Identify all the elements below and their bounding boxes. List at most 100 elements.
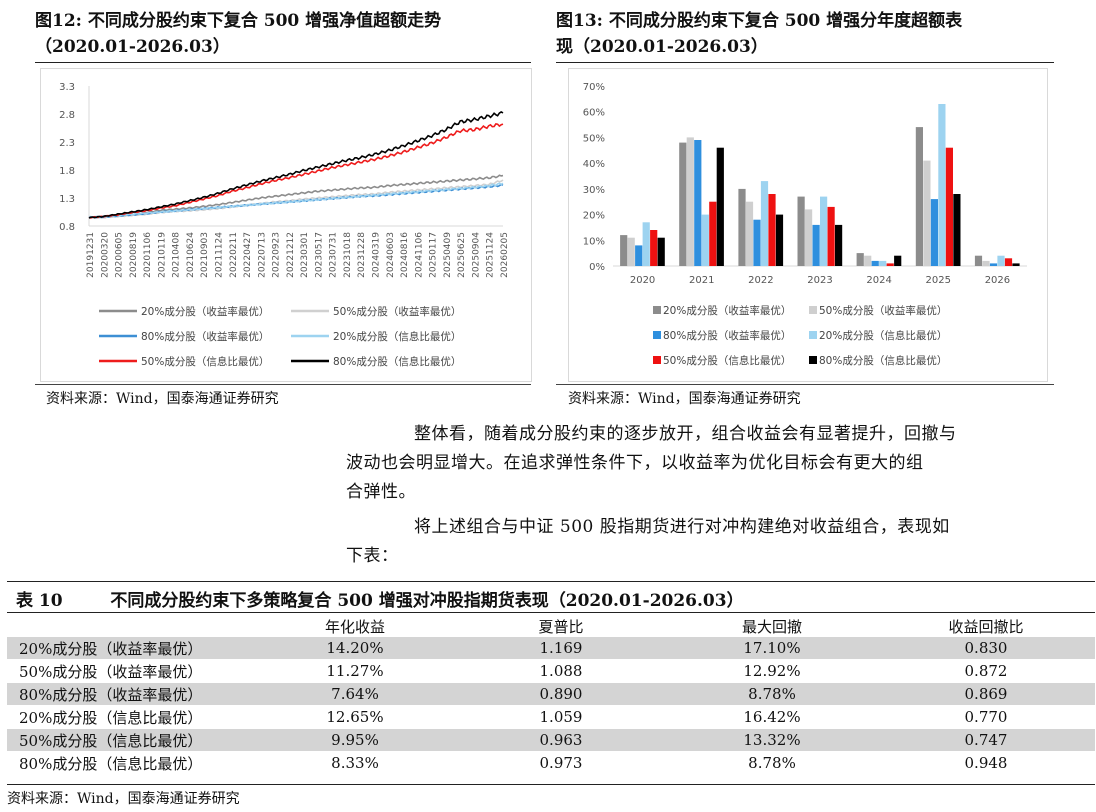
bar	[835, 224, 843, 266]
bar	[775, 214, 784, 266]
table-row: 20%成分股（收益率最优） 14.20% 1.169 17.10% 0.830	[7, 637, 1095, 660]
x-tick-label: 2021	[689, 275, 714, 286]
bar	[805, 209, 813, 266]
fig12-title-line1: 图12: 不同成分股约束下复合 500 增强净值超额走势	[35, 11, 442, 31]
bar	[812, 224, 820, 266]
table-cell: 17.10%	[667, 637, 877, 660]
legend-entry: 50%成分股（信息比最优）	[653, 354, 791, 367]
legend-entry: 20%成分股（收益率最优）	[99, 305, 269, 318]
x-tick-label: 20240603	[386, 232, 396, 278]
bar	[864, 255, 872, 266]
bar	[989, 263, 998, 266]
bar	[627, 237, 635, 266]
legend-label: 20%成分股（收益率最优）	[663, 304, 791, 317]
table10-title-text: 不同成分股约束下多策略复合 500 增强对冲股指期货表现（2020.01-202…	[110, 591, 744, 611]
bar	[635, 245, 643, 266]
legend-label: 20%成分股（信息比最优）	[333, 330, 461, 343]
y-tick-label: 0.8	[59, 222, 75, 233]
bar	[923, 160, 931, 266]
bar	[938, 104, 946, 266]
fig12-title: 图12: 不同成分股约束下复合 500 增强净值超额走势 （2020.01-20…	[35, 8, 441, 60]
y-tick-label: 40%	[583, 159, 605, 170]
bar	[701, 214, 709, 266]
paragraph-hedge-line2: 下表：	[346, 546, 399, 566]
legend-label: 80%成分股（信息比最优）	[333, 355, 461, 368]
y-tick-label: 2.3	[59, 138, 75, 149]
table-cell: 14.20%	[255, 637, 455, 660]
fig12-line-chart: 3.3 2.8 2.3 1.8 1.3 0.8 20191231 20200320 202006…	[59, 82, 510, 368]
bar	[871, 260, 879, 266]
table-cell: 0.973	[455, 751, 667, 775]
table-header-cell: 收益回撤比	[948, 617, 1024, 636]
legend-entry: 80%成分股（收益率最优）	[99, 330, 269, 343]
y-tick-label: 1.8	[59, 166, 75, 177]
table-header-cell: 夏普比	[538, 617, 584, 636]
table-cell: 1.059	[455, 705, 667, 729]
x-tick-label: 2022	[748, 275, 773, 286]
table-cell: 16.42%	[667, 705, 877, 729]
legend-label: 80%成分股（收益率最优）	[663, 329, 791, 342]
legend-entry: 20%成分股（信息比最优）	[809, 329, 947, 342]
fig13-source: 资料来源：Wind，国泰海通证券研究	[568, 391, 801, 407]
x-tick-label: 20230301	[300, 232, 310, 278]
series-line	[88, 182, 504, 219]
table-cell: 0.963	[455, 728, 667, 752]
x-tick-label: 20260205	[500, 232, 510, 278]
fig12-bottom-rule	[35, 384, 531, 385]
x-tick-label: 20230517	[314, 232, 324, 278]
legend-label: 50%成分股（信息比最优）	[141, 355, 269, 368]
bar	[886, 263, 894, 266]
legend-label: 20%成分股（收益率最优）	[141, 305, 269, 318]
fig13-title: 图13: 不同成分股约束下复合 500 增强分年度超额表 现（2020.01-2…	[556, 8, 962, 60]
bar	[738, 188, 746, 266]
fig12-source: 资料来源：Wind，国泰海通证券研究	[46, 391, 279, 407]
bar	[694, 140, 702, 266]
table-cell: 0.830	[877, 637, 1095, 660]
x-tick-label: 2025	[926, 275, 951, 286]
fig12-title-line2: （2020.01-2026.03）	[35, 37, 230, 57]
x-tick-label: 20221212	[286, 232, 296, 278]
legend-entry: 80%成分股（收益率最优）	[653, 329, 791, 342]
x-tick-label: 20191231	[86, 232, 96, 278]
table-cell: 9.95%	[255, 728, 455, 752]
table-cell: 20%成分股（收益率最优）	[7, 637, 255, 660]
legend-entry: 50%成分股（信息比最优）	[99, 355, 269, 368]
x-tick-label: 20200819	[129, 232, 139, 278]
x-tick-label: 2020	[630, 275, 655, 286]
fig13-title-line2: 现（2020.01-2026.03）	[556, 37, 768, 57]
table-cell: 7.64%	[255, 682, 455, 706]
table-cell: 0.948	[877, 751, 1095, 775]
legend-entry: 80%成分股（信息比最优）	[291, 355, 461, 368]
legend-label: 50%成分股（收益率最优）	[819, 304, 947, 317]
bar	[797, 196, 805, 266]
x-tick-label: 20210624	[186, 232, 196, 278]
x-tick-label: 20251124	[486, 232, 496, 278]
bar	[1012, 263, 1020, 266]
bar	[657, 237, 665, 266]
table10-bottom-rule	[7, 784, 1095, 785]
table-cell: 20%成分股（信息比最优）	[7, 705, 255, 729]
y-tick-label: 20%	[583, 211, 605, 222]
table-cell: 1.088	[455, 659, 667, 683]
x-tick-label: 2023	[807, 275, 832, 286]
x-tick-label: 20210119	[157, 232, 167, 278]
x-tick-label: 20240816	[400, 232, 410, 278]
table-cell: 0.770	[877, 705, 1095, 729]
x-tick-label: 20220427	[243, 232, 253, 278]
series-line	[88, 110, 504, 219]
bar	[760, 181, 769, 266]
x-tick-label: 20220713	[257, 232, 267, 278]
bar	[997, 255, 1005, 266]
bar	[745, 201, 754, 266]
x-tick-label: 20200605	[115, 232, 125, 278]
table-cell: 50%成分股（信息比最优）	[7, 728, 255, 752]
table10: 年化收益 夏普比 最大回撤 收益回撤比 20%成分股（收益率最优） 14.20%…	[7, 615, 1095, 775]
table-header-cell: 最大回撤	[741, 617, 802, 636]
legend-label: 80%成分股（收益率最优）	[141, 330, 269, 343]
x-tick-label: 20241106	[414, 232, 424, 278]
bar	[620, 235, 628, 266]
table-cell: 8.78%	[667, 682, 877, 706]
bar	[1004, 258, 1013, 266]
y-tick-label: 2.8	[59, 110, 75, 121]
bar	[945, 147, 953, 266]
